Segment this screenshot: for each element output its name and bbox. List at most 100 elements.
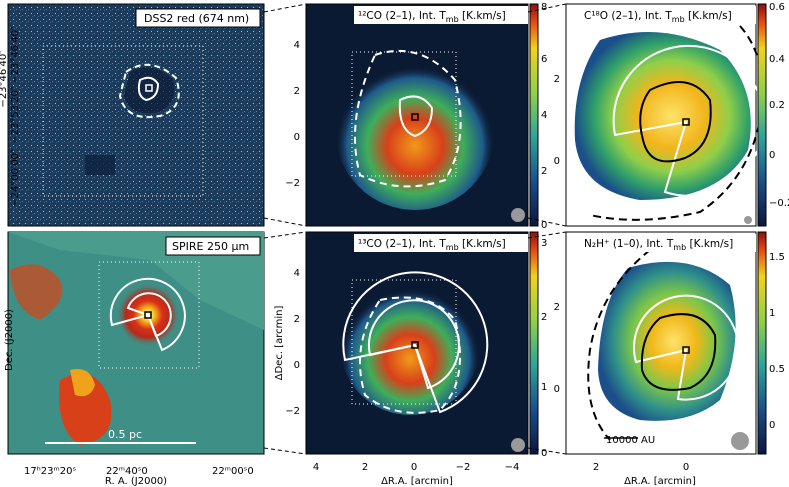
ytick-1: 0 [554, 156, 560, 167]
source-marker [411, 341, 419, 349]
xtick-2: 22ᵐ40ˢ0 [106, 466, 148, 477]
inner-contour [639, 81, 712, 163]
pie-contour-inner [367, 299, 460, 390]
pie-contour [612, 44, 765, 197]
source-marker [682, 346, 690, 354]
cbar-tick-2: 0.5 [769, 364, 785, 375]
beam-icon [511, 208, 525, 222]
cbar-tick-0: 3 [541, 238, 547, 249]
colorbar [757, 231, 767, 455]
beam-icon [731, 432, 749, 450]
scalebar-label: 0.5 pc [108, 428, 142, 441]
panel-label: N₂H⁺ (1–0), Int. Tmb [K.km/s] [584, 238, 733, 252]
pie-inner [126, 292, 172, 338]
co13-emission [340, 275, 480, 415]
xtick-3: 22ᵐ00ˢ0 [212, 466, 254, 477]
source-marker [682, 118, 690, 126]
xtick-1: 0 [683, 462, 689, 473]
cbar-tick-2: 0.2 [769, 100, 785, 111]
cbar-tick-0: 0.6 [769, 2, 785, 13]
colorbar [529, 3, 539, 227]
panel-spire: 0.5 pc SPIRE 250 μm 17ʰ23ᵐ20ˢ 22ᵐ40ˢ0 22… [4, 231, 265, 487]
pie-contour [633, 294, 739, 401]
xtick-3: −2 [456, 462, 471, 473]
spire-texture [8, 232, 264, 330]
beam-icon [511, 438, 525, 452]
panel-label: DSS2 red (674 nm) [144, 12, 249, 25]
cbar-tick-1: 0.4 [769, 54, 785, 65]
cbar-tick-2: 1 [541, 382, 547, 393]
ytick-2: 0 [294, 360, 300, 371]
ytick-0: 4 [294, 40, 300, 51]
dss2-image [7, 3, 265, 227]
ylabel: Dec. (J2000) [4, 309, 15, 371]
xtick-0: 4 [313, 462, 319, 473]
xlabel: ΔR.A. [arcmin] [624, 476, 696, 487]
ytick-3: −2 [285, 178, 300, 189]
spire-west-clump [10, 264, 63, 320]
panel-label: ¹²CO (2–1), Int. Tmb [K.km/s] [358, 10, 506, 24]
xtick-4: −4 [505, 462, 520, 473]
pie-contour [109, 277, 186, 352]
source-marker [145, 84, 153, 92]
ytick-1: −23°46′40″ [0, 50, 9, 108]
dark-core [124, 67, 175, 114]
inner-contour [640, 313, 717, 391]
outer-contour [354, 49, 462, 188]
label-box [354, 6, 528, 24]
xlabel: R. A. (J2000) [105, 476, 167, 487]
cbar-tick-1: 2 [541, 312, 547, 323]
panel-n2h: 10000 AU N₂H⁺ (1–0), Int. Tmb [K.km/s] 2… [554, 231, 785, 487]
cbar-tick-3: 0 [769, 420, 775, 431]
xlabel: ΔR.A. [arcmin] [381, 476, 453, 487]
label-box [165, 236, 261, 256]
dss2-yticks: −23°46′40″ −23°53′20″ −24°00′00″ [10, 26, 21, 207]
cbar-tick-3: 0 [541, 448, 547, 459]
xtick-2: 0 [411, 462, 417, 473]
spire-south-clump [59, 373, 112, 445]
ytick-0: 2 [554, 302, 560, 313]
pie-contour-outer [342, 271, 489, 414]
source-marker [411, 113, 419, 121]
panel-label: SPIRE 250 μm [172, 240, 249, 253]
colorbar [529, 231, 539, 455]
cbar-tick-0: 1.5 [769, 252, 785, 263]
ytick-0: 4 [294, 268, 300, 279]
c18o-emission [574, 32, 751, 200]
dss2-ytick-0: −23°46′40″ [10, 26, 21, 84]
beam-icon [744, 216, 752, 224]
label-box [580, 6, 756, 24]
label-box [135, 8, 261, 28]
panel-label: C¹⁸O (2–1), Int. Tmb [K.km/s] [584, 10, 732, 24]
inner-contour [137, 76, 160, 102]
dark-patch [85, 155, 115, 175]
panel-label: ¹³CO (2–1), Int. Tmb [K.km/s] [358, 238, 506, 252]
xtick-1: 17ʰ23ᵐ20ˢ [24, 466, 76, 477]
ytick-2: 0 [294, 132, 300, 143]
inner-contour [398, 95, 434, 138]
cbar-tick-1: 1 [769, 308, 775, 319]
cbar-tick-2: 4 [541, 110, 547, 121]
ytick-1: 0 [554, 384, 560, 395]
xtick-0: 2 [593, 462, 599, 473]
ytick-1: 2 [294, 314, 300, 325]
dashed-contour [359, 296, 461, 414]
ytick-1: 2 [294, 86, 300, 97]
panel-co12: ¹²CO (2–1), Int. Tmb [K.km/s] 4 2 0 −2 8… [285, 2, 547, 231]
cbar-tick-3: 0 [769, 150, 775, 161]
ylabel: ΔDec. [arcmin] [274, 306, 285, 381]
zoom-box [42, 45, 204, 197]
outer-contour [118, 63, 180, 118]
zoom-connectors [263, 3, 567, 455]
dss2-ytick-2: −24°00′00″ [10, 149, 21, 207]
xtick-1: 2 [362, 462, 368, 473]
ytick-3: −2 [285, 406, 300, 417]
panel-dss2: DSS2 red (674 nm) −23°46′40″ [0, 3, 265, 227]
cbar-tick-4: 0 [541, 220, 547, 231]
panel-co13: ¹³CO (2–1), Int. Tmb [K.km/s] 4 2 0 −2 Δ… [274, 231, 547, 487]
co12-emission [335, 50, 495, 210]
colorbar [757, 3, 767, 227]
dss2-ytick-1: −23°53′20″ [10, 86, 21, 144]
